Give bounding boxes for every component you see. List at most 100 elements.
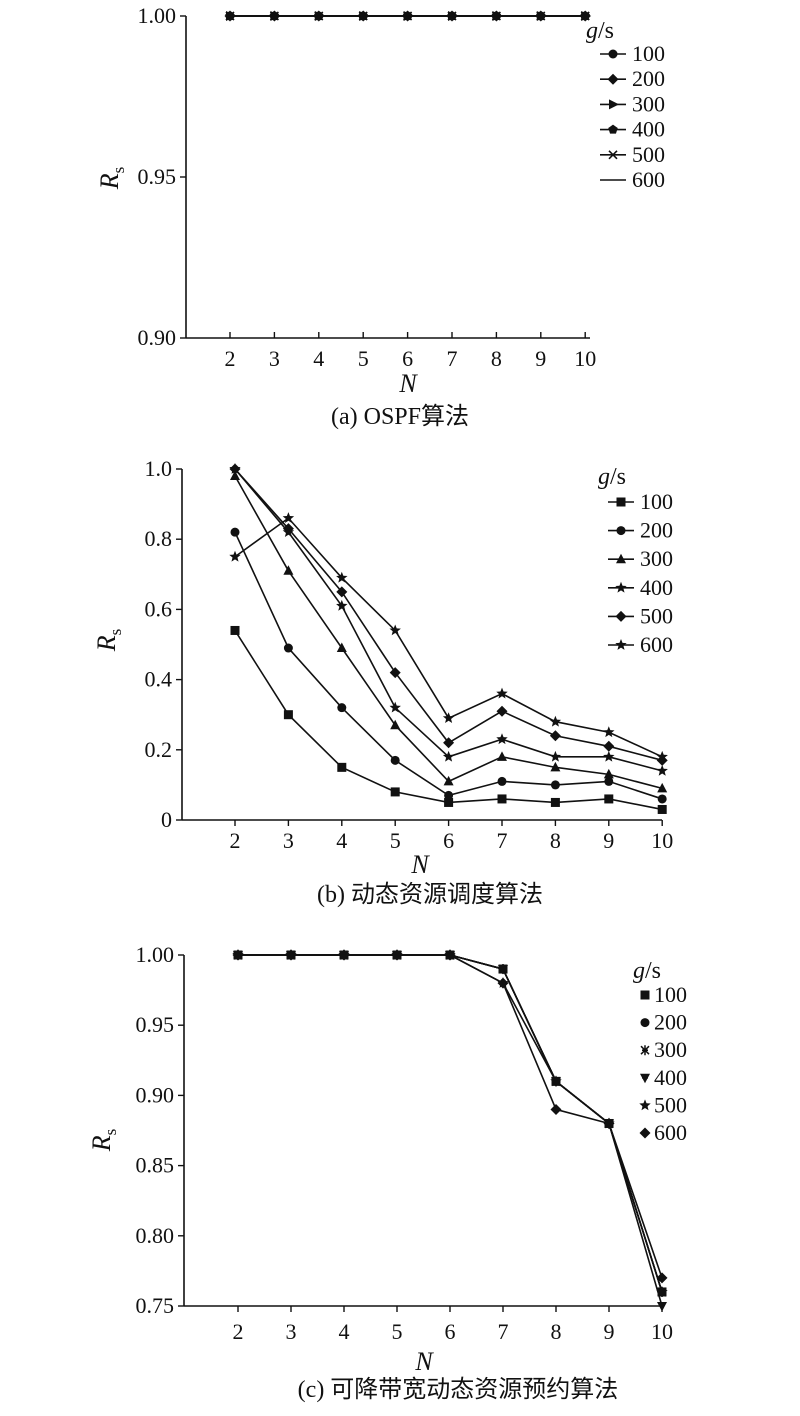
data-point-300 xyxy=(497,751,507,761)
series-line-100 xyxy=(238,954,663,1293)
y-axis-title: Rs xyxy=(87,1129,120,1153)
x-tick-label: 4 xyxy=(336,828,347,853)
data-point-200 xyxy=(657,794,667,804)
data-point-600 xyxy=(389,624,401,636)
x-tick-label: 2 xyxy=(233,1319,244,1344)
x-tick-label: 6 xyxy=(443,828,454,853)
x-tick-label: 9 xyxy=(603,828,614,853)
data-point-600 xyxy=(603,726,615,738)
y-tick-label: 0.4 xyxy=(145,667,173,692)
legend-marker-200 xyxy=(607,73,619,85)
y-axis-title: Rs xyxy=(95,167,128,191)
legend-marker-300 xyxy=(640,1045,650,1056)
x-tick-label: 6 xyxy=(445,1319,456,1344)
data-point-500 xyxy=(443,737,455,749)
legend-marker-500 xyxy=(639,1099,651,1111)
x-tick-label: 3 xyxy=(286,1319,297,1344)
legend-label-200: 200 xyxy=(640,518,673,543)
legend-label-100: 100 xyxy=(640,489,673,514)
legend-label-500: 500 xyxy=(640,603,673,628)
y-tick-label: 0.6 xyxy=(145,596,173,621)
data-point-500 xyxy=(229,463,241,475)
data-point-500 xyxy=(603,740,615,752)
x-tick-label: 8 xyxy=(491,346,502,371)
legend-marker-300 xyxy=(609,99,619,110)
y-tick-label: 0.95 xyxy=(138,164,177,189)
y-tick-label: 0.8 xyxy=(145,526,173,551)
series-line-500 xyxy=(238,954,663,1293)
series-line-600 xyxy=(238,954,663,1279)
legend-title: g/s xyxy=(633,958,661,984)
y-tick-label: 0.85 xyxy=(136,1153,175,1178)
data-point-200 xyxy=(390,755,400,765)
x-tick-label: 3 xyxy=(283,828,294,853)
legend-label-200: 200 xyxy=(654,1010,687,1035)
data-point-500 xyxy=(282,523,294,535)
legend-label-300: 300 xyxy=(654,1037,687,1062)
legend-label-600: 600 xyxy=(632,167,665,192)
legend-label-300: 300 xyxy=(632,91,665,116)
data-point-400 xyxy=(336,599,348,611)
data-point-100 xyxy=(283,710,293,720)
legend-label-100: 100 xyxy=(632,41,665,66)
series-line-400 xyxy=(238,954,663,1307)
data-point-400 xyxy=(442,750,455,762)
data-point-400 xyxy=(656,764,668,776)
data-point-300 xyxy=(390,719,401,730)
data-point-400 xyxy=(498,965,508,975)
legend-title: g/s xyxy=(598,464,626,490)
legend-marker-200 xyxy=(616,526,626,536)
data-point-400 xyxy=(549,750,562,762)
panel-dynamic-scheduling: 0 0.2 0.4 0.6 0.8 1.0 2 3 4 5 6 7 8 9 10 N Rs (b) 动态资源调度算… xyxy=(92,456,673,908)
y-tick-label: 1.00 xyxy=(136,942,175,967)
data-point-600 xyxy=(656,1272,668,1284)
x-tick-label: 2 xyxy=(230,828,241,853)
data-point-600 xyxy=(444,949,456,961)
y-tick-label: 0.90 xyxy=(136,1082,175,1107)
legend-label-500: 500 xyxy=(654,1092,687,1117)
panel-caption: (b) 动态资源调度算法 xyxy=(317,881,543,908)
data-point-600 xyxy=(497,977,509,989)
data-point-200 xyxy=(444,790,454,800)
y-tick-label: 1.0 xyxy=(145,456,173,481)
panel-bandwidth-reservation: 0.75 0.80 0.85 0.90 0.95 1.00 2 3 4 5 6 7 8 9 10 N Rs (c)… xyxy=(87,942,687,1403)
x-axis-title: N xyxy=(398,369,418,398)
x-tick-label: 5 xyxy=(390,828,401,853)
data-point-100 xyxy=(550,797,560,807)
x-tick-label: 9 xyxy=(604,1319,615,1344)
legend-marker-500 xyxy=(608,150,618,160)
x-tick-label: 5 xyxy=(358,346,369,371)
data-point-400 xyxy=(603,750,615,762)
y-tick-label: 1.00 xyxy=(138,3,177,28)
y-tick-label: 0 xyxy=(161,807,172,832)
series-line-300 xyxy=(238,954,663,1293)
data-point-400 xyxy=(496,733,508,745)
data-point-500 xyxy=(496,705,508,717)
data-point-600 xyxy=(285,949,297,961)
data-point-600 xyxy=(550,1103,562,1115)
data-point-200 xyxy=(550,780,560,790)
data-point-500 xyxy=(336,586,348,598)
legend-marker-600 xyxy=(639,1127,651,1139)
data-point-200 xyxy=(337,703,347,713)
data-point-600 xyxy=(336,571,348,583)
data-point-200 xyxy=(283,643,293,653)
data-point-600 xyxy=(232,949,244,961)
data-point-100 xyxy=(497,794,507,804)
data-point-200 xyxy=(604,776,614,786)
y-tick-label: 0.90 xyxy=(138,325,177,350)
legend-marker-400 xyxy=(640,1073,650,1084)
legend-title: g/s xyxy=(586,18,614,44)
data-point-400 xyxy=(657,1302,667,1312)
data-point-300 xyxy=(283,565,294,575)
data-point-100 xyxy=(657,804,667,814)
x-tick-label: 7 xyxy=(498,1319,509,1344)
y-tick-label: 0.2 xyxy=(145,737,173,762)
legend-marker-200 xyxy=(640,1018,650,1028)
data-point-100 xyxy=(604,794,614,804)
data-point-600 xyxy=(282,512,295,523)
x-tick-label: 3 xyxy=(269,346,280,371)
legend-marker-100 xyxy=(616,497,626,507)
legend-label-600: 600 xyxy=(640,632,673,657)
data-point-300 xyxy=(657,782,668,793)
